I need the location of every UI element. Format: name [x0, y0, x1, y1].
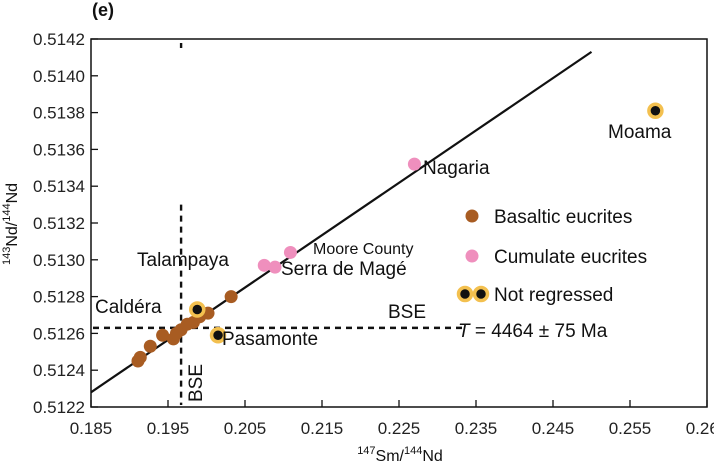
point-basaltic-eucrite [156, 328, 170, 342]
age-value: = 4464 ± 75 Ma [470, 321, 608, 342]
x-tick-label: 0.255 [609, 419, 652, 438]
y-tick-label: 0.5136 [33, 140, 85, 159]
legend-age: T = 4464 ± 75 Ma [458, 321, 608, 342]
y-tick-label: 0.5138 [33, 104, 85, 123]
point-not-regressed [647, 102, 664, 120]
y-tick-label: 0.5128 [33, 288, 85, 307]
label-caldera: Caldéra [95, 297, 162, 318]
y-tick-label: 0.5134 [33, 177, 85, 196]
bse-label-horizontal: BSE [388, 302, 426, 323]
y-tick-label: 0.5124 [33, 361, 85, 380]
point-cumulate-eucrite [257, 258, 271, 272]
point-basaltic-eucrite [143, 339, 157, 353]
x-tick-label: 0.265 [686, 419, 714, 438]
x-title-sup2: 144 [404, 445, 422, 457]
y-axis-title: 143Nd/144Nd [1, 183, 21, 265]
y-title-part1: Nd/ [4, 221, 21, 246]
legend-marker-cumulate [465, 249, 479, 263]
bse-label-vertical: BSE [186, 364, 207, 402]
label-pasamonte: Pasamonte [222, 329, 318, 350]
point-not-regressed [209, 326, 227, 344]
legend: Basaltic eucrites Cumulate eucrites Not … [456, 207, 647, 342]
x-tick-label: 0.215 [301, 419, 344, 438]
axis-ticks [90, 38, 708, 408]
x-tick-label: 0.185 [70, 419, 113, 438]
point-basaltic-eucrite [133, 350, 147, 364]
x-title-part2: Nd [422, 448, 442, 465]
data-points [131, 102, 664, 368]
y-tick-label: 0.5142 [33, 30, 85, 49]
x-tick-label: 0.225 [378, 419, 421, 438]
y-title-sup1: 143 [1, 247, 13, 265]
legend-marker-not-regressed-2 [472, 285, 490, 303]
y-tick-label: 0.5122 [33, 398, 85, 417]
label-moore-county: Moore County [313, 241, 414, 258]
label-nagaria: Nagaria [423, 158, 490, 179]
y-tick-label: 0.5126 [33, 324, 85, 343]
label-talampaya: Talampaya [137, 250, 229, 271]
tick-labels: 0.185 0.195 0.205 0.215 0.225 0.235 0.245 0.255… [33, 30, 714, 438]
y-tick-label: 0.5132 [33, 214, 85, 233]
point-cumulate-eucrite [283, 245, 297, 259]
y-tick-label: 0.5140 [33, 67, 85, 86]
label-moama: Moama [608, 122, 672, 143]
legend-label-not-regressed: Not regressed [494, 285, 613, 306]
legend-marker-basaltic [465, 209, 479, 223]
x-tick-label: 0.235 [455, 419, 498, 438]
point-cumulate-eucrite [407, 157, 421, 171]
y-tick-label: 0.5130 [33, 251, 85, 270]
point-cumulate-eucrite [268, 260, 282, 274]
age-symbol: T [458, 321, 471, 342]
legend-label-cumulate: Cumulate eucrites [494, 247, 647, 268]
point-not-regressed [189, 301, 206, 318]
label-serra-de-mage: Serra de Magé [281, 259, 407, 280]
y-title-part2: Nd [4, 183, 21, 203]
x-tick-label: 0.205 [224, 419, 267, 438]
point-basaltic-eucrite [224, 290, 238, 304]
x-tick-label: 0.195 [147, 419, 190, 438]
legend-marker-not-regressed-1 [456, 285, 474, 303]
x-title-part1: Sm/ [376, 448, 405, 465]
x-title-sup1: 147 [357, 445, 375, 457]
panel-label: (e) [92, 0, 114, 20]
y-title-sup2: 144 [1, 203, 13, 221]
x-tick-label: 0.245 [532, 419, 575, 438]
x-axis-title: 147Sm/144Nd [357, 445, 443, 465]
legend-label-basaltic: Basaltic eucrites [494, 207, 632, 228]
